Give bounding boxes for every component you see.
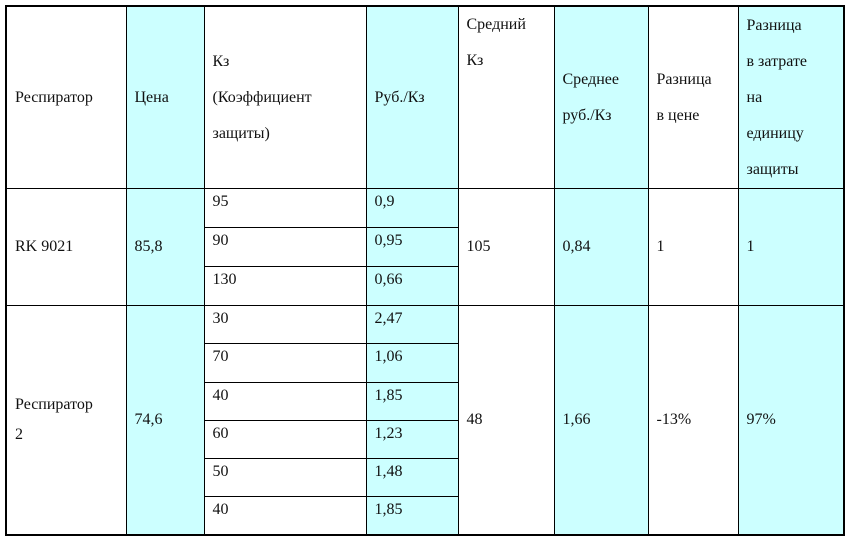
kz-value: 40 <box>203 496 367 536</box>
rub-per-kz: 0,66 <box>365 266 459 306</box>
rub-per-kz: 1,48 <box>365 458 459 498</box>
rub-per-kz: 1,85 <box>365 496 459 536</box>
rub-per-kz: 0,9 <box>365 188 459 228</box>
respirator-name: Респиратор 2 <box>5 305 127 536</box>
avg-kz: 105 <box>457 188 555 306</box>
header-cell: Средний Кз <box>457 5 555 189</box>
price-diff: 1 <box>647 188 739 306</box>
header-cell: Цена <box>125 5 205 189</box>
table-row: 50 1,48 <box>6 458 844 498</box>
kz-value: 30 <box>203 304 367 345</box>
table-body: RK 9021 85,8 95 0,9 105 0,84 1 1 90 0,95 130 0,66 Ре… <box>5 188 845 536</box>
header-cell: Среднее руб./Кз <box>553 5 649 189</box>
header-row: Респиратор Цена Кз (Коэффициент защиты) … <box>5 5 845 189</box>
rub-per-kz: 1,85 <box>365 381 459 421</box>
price: 74,6 <box>125 305 205 536</box>
header-cell: Разница в цене <box>647 5 739 189</box>
rub-per-kz: 2,47 <box>365 304 459 345</box>
cost-diff: 1 <box>737 188 845 306</box>
avg-rub-per-kz: 1,66 <box>553 305 649 536</box>
table-row: 90 0,95 <box>6 227 844 267</box>
price: 85,8 <box>125 188 205 306</box>
avg-kz: 48 <box>457 305 555 536</box>
table-row: RK 9021 85,8 95 0,9 105 0,84 1 1 <box>5 188 845 306</box>
table-row: 40 1,85 <box>6 381 844 421</box>
rub-per-kz: 1,06 <box>365 343 459 383</box>
cost-diff: 97% <box>737 305 845 536</box>
respirator-name: RK 9021 <box>5 188 127 306</box>
rub-per-kz: 0,95 <box>365 227 459 267</box>
kz-value: 70 <box>203 343 367 383</box>
header-cell: Разница в затрате на единицу защиты <box>737 5 845 189</box>
kz-value: 60 <box>203 419 367 460</box>
kz-value: 50 <box>203 458 367 498</box>
header-cell: Кз (Коэффициент защиты) <box>203 5 367 189</box>
kz-value: 90 <box>203 227 367 267</box>
kz-value: 95 <box>203 188 367 228</box>
avg-rub-per-kz: 0,84 <box>553 188 649 306</box>
table-row: 130 0,66 <box>6 266 844 306</box>
table-row: 40 1,85 <box>6 496 844 536</box>
header-cell: Респиратор <box>5 5 127 189</box>
respirator-table: Респиратор Цена Кз (Коэффициент защиты) … <box>5 5 845 537</box>
table-row: 60 1,23 <box>6 419 844 460</box>
table-row: 70 1,06 <box>6 343 844 383</box>
kz-value: 130 <box>203 266 367 306</box>
header-cell: Руб./Кз <box>365 5 459 189</box>
rub-per-kz: 1,23 <box>365 419 459 460</box>
table-row: Респиратор 2 74,6 30 2,47 48 1,66 -13% 97% <box>5 304 845 536</box>
kz-value: 40 <box>203 381 367 421</box>
price-diff: -13% <box>647 305 739 536</box>
